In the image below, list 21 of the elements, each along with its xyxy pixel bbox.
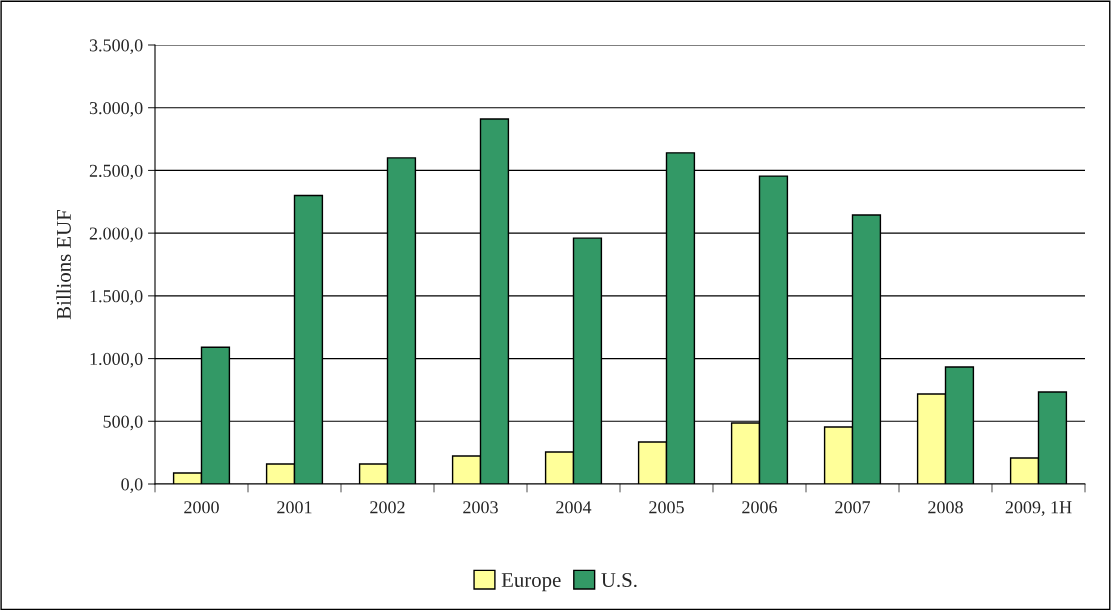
x-tick-label: 2005 [649,501,684,514]
x-tick-label: 2008 [928,501,963,514]
y-tick-label: 2.500,0 [89,164,143,180]
y-tick-label: 1.500,0 [90,290,143,305]
y-tick-label: 1.000,0 [90,352,143,368]
x-tick-label: 2000 [184,501,219,514]
x-tick-label: 2004 [556,501,592,514]
x-tick-label: 2009, 1H [1005,501,1072,516]
legend-label: U.S. [601,573,637,588]
legend-label: Europe [501,573,561,592]
x-tick-label: 2003 [463,501,498,514]
x-tick-label: 2007 [835,501,871,514]
y-tick-label: 3.000,0 [89,101,143,117]
x-tick-label: 2002 [370,501,405,514]
x-tick-label: 2001 [277,501,312,514]
x-tick-label: 2006 [742,501,778,514]
y-axis-title: Billions EUF [56,209,71,320]
y-tick-label: 2.000,0 [89,227,143,243]
y-tick-label: 3.500,0 [89,39,143,55]
y-tick-label: 500,0 [103,415,143,431]
y-tick-label: 0,0 [121,478,143,494]
